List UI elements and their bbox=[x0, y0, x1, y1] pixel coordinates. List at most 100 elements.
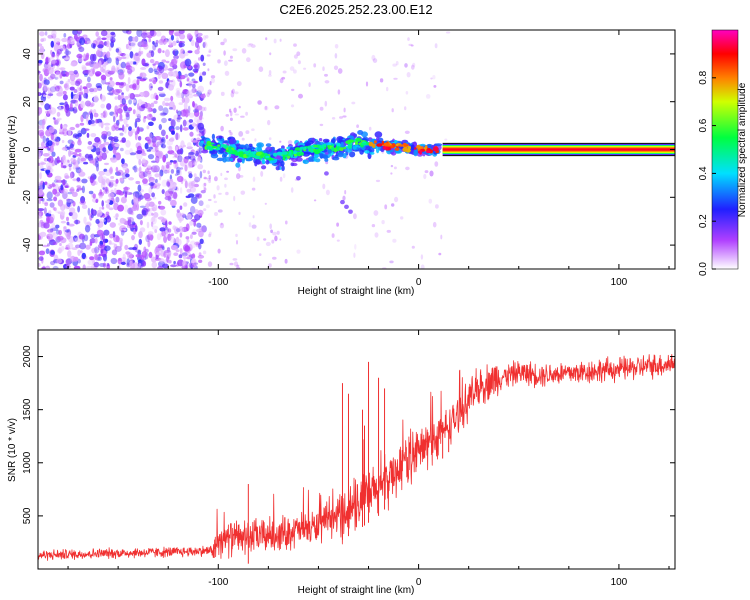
sparse-noise bbox=[210, 75, 216, 79]
noise-blob bbox=[115, 57, 120, 66]
sparse-noise bbox=[238, 105, 241, 109]
sparse-noise bbox=[217, 59, 221, 64]
noise-blob bbox=[185, 195, 191, 199]
noise-blob bbox=[106, 103, 112, 110]
noise-blob bbox=[117, 204, 124, 212]
sparse-noise bbox=[202, 182, 206, 189]
sparse-noise bbox=[228, 130, 232, 133]
sparse-noise bbox=[270, 229, 273, 234]
noise-blob bbox=[128, 40, 131, 46]
echo-core bbox=[242, 148, 246, 153]
noise-blob bbox=[108, 192, 115, 198]
noise-blob bbox=[127, 216, 132, 220]
noise-blob bbox=[151, 192, 156, 198]
noise-blob bbox=[158, 205, 166, 210]
sparse-noise bbox=[274, 235, 278, 242]
noise-blob bbox=[190, 196, 198, 204]
noise-blob bbox=[84, 100, 92, 107]
noise-blob bbox=[163, 169, 168, 174]
noise-blob bbox=[172, 104, 176, 111]
echo-halo bbox=[210, 153, 219, 159]
sparse-noise bbox=[432, 75, 436, 80]
x-tick-label: -100 bbox=[208, 277, 228, 288]
sparse-noise bbox=[208, 175, 211, 180]
echo-halo bbox=[434, 143, 443, 147]
noise-blob bbox=[39, 31, 45, 37]
noise-blob bbox=[50, 73, 56, 80]
noise-blob bbox=[189, 220, 194, 226]
sparse-noise bbox=[273, 38, 277, 44]
echo-core bbox=[392, 143, 396, 148]
echo-core bbox=[424, 145, 428, 148]
noise-blob bbox=[168, 30, 174, 36]
noise-blob bbox=[40, 100, 44, 106]
echo-core bbox=[336, 142, 341, 148]
noise-blob bbox=[133, 165, 138, 173]
spectrogram-field bbox=[38, 30, 675, 269]
noise-blob bbox=[101, 206, 105, 210]
sparse-noise bbox=[445, 31, 451, 34]
echo-halo bbox=[364, 150, 370, 154]
noise-blob bbox=[125, 173, 130, 178]
echo-halo bbox=[265, 143, 272, 148]
noise-blob bbox=[89, 256, 95, 261]
noise-blob bbox=[71, 212, 78, 220]
sparse-noise bbox=[433, 85, 437, 88]
noise-blob bbox=[53, 207, 57, 212]
noise-blob bbox=[137, 51, 142, 57]
sparse-noise bbox=[229, 117, 233, 122]
noise-blob bbox=[100, 30, 108, 37]
noise-blob bbox=[76, 30, 83, 35]
echo-halo bbox=[201, 150, 209, 154]
echo-core bbox=[273, 152, 278, 157]
noise-blob bbox=[140, 128, 144, 132]
noise-blob bbox=[167, 188, 175, 194]
echo-core bbox=[265, 155, 270, 159]
sparse-noise bbox=[241, 137, 245, 141]
noise-blob bbox=[178, 254, 183, 259]
noise-blob bbox=[159, 258, 165, 263]
noise-blob bbox=[39, 45, 45, 53]
echo-core bbox=[355, 140, 358, 146]
sparse-noise bbox=[371, 224, 376, 228]
noise-blob bbox=[112, 111, 117, 115]
echo-halo bbox=[332, 156, 340, 161]
noise-blob bbox=[143, 246, 147, 253]
noise-blob bbox=[148, 38, 151, 43]
noise-blob bbox=[159, 112, 167, 117]
sparse-noise bbox=[252, 215, 255, 219]
x-tick-label: -100 bbox=[208, 577, 228, 588]
noise-blob bbox=[120, 147, 124, 152]
echo-core bbox=[416, 144, 421, 149]
noise-blob bbox=[79, 242, 87, 250]
noise-blob bbox=[52, 188, 58, 195]
noise-blob bbox=[152, 41, 155, 45]
noise-blob bbox=[169, 160, 174, 163]
noise-blob bbox=[63, 188, 68, 194]
sparse-noise bbox=[368, 126, 372, 131]
noise-blob bbox=[157, 244, 163, 249]
noise-blob bbox=[136, 76, 143, 79]
echo-core bbox=[248, 152, 254, 158]
noise-blob bbox=[90, 233, 96, 239]
noise-blob bbox=[74, 94, 80, 100]
noise-blob bbox=[104, 126, 110, 131]
noise-blob bbox=[115, 178, 119, 184]
noise-blob bbox=[94, 246, 100, 254]
noise-blob bbox=[73, 34, 78, 40]
echo-halo bbox=[265, 159, 270, 165]
noise-blob bbox=[123, 186, 129, 194]
sparse-noise bbox=[407, 37, 410, 41]
noise-blob bbox=[41, 201, 49, 205]
echo-core bbox=[238, 153, 244, 158]
noise-blob bbox=[185, 223, 190, 232]
noise-blob bbox=[174, 132, 180, 140]
noise-blob bbox=[52, 265, 59, 269]
echo-core bbox=[260, 154, 264, 159]
noise-blob bbox=[188, 112, 195, 118]
sparse-noise bbox=[232, 48, 238, 52]
noise-blob bbox=[165, 60, 170, 64]
noise-blob bbox=[122, 53, 130, 60]
noise-blob bbox=[139, 72, 143, 78]
noise-blob bbox=[93, 112, 99, 118]
